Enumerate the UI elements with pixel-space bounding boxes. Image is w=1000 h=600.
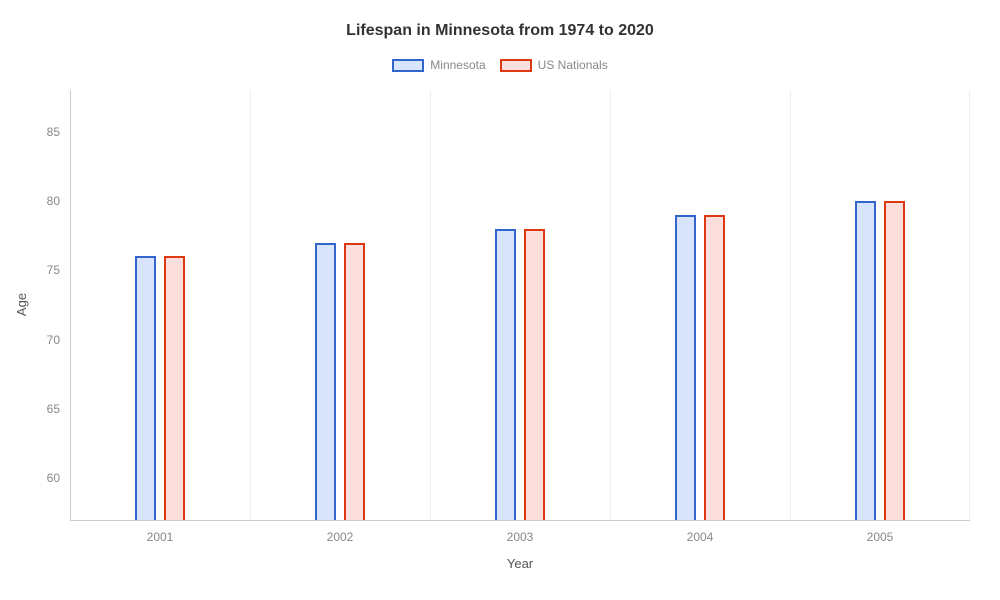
x-axis-title: Year — [70, 556, 970, 571]
bar — [884, 201, 906, 520]
legend-label-us-nationals: US Nationals — [538, 58, 608, 72]
grid-line — [790, 90, 791, 520]
legend-label-minnesota: Minnesota — [430, 58, 485, 72]
y-tick-label: 85 — [20, 125, 60, 139]
y-tick-label: 75 — [20, 263, 60, 277]
bar — [855, 201, 877, 520]
x-tick-label: 2004 — [687, 530, 714, 544]
chart-container: Lifespan in Minnesota from 1974 to 2020 … — [0, 0, 1000, 600]
grid-line — [610, 90, 611, 520]
bar — [495, 229, 517, 520]
legend-swatch-us-nationals — [500, 59, 532, 72]
x-tick-label: 2005 — [867, 530, 894, 544]
y-axis-line — [70, 90, 71, 520]
bar — [524, 229, 546, 520]
plot-area — [70, 90, 970, 520]
bar — [315, 243, 337, 520]
x-tick-label: 2001 — [147, 530, 174, 544]
grid-line — [430, 90, 431, 520]
y-tick-label: 65 — [20, 402, 60, 416]
legend-item-minnesota: Minnesota — [392, 58, 485, 72]
grid-line — [250, 90, 251, 520]
y-tick-label: 70 — [20, 333, 60, 347]
x-tick-label: 2003 — [507, 530, 534, 544]
legend-swatch-minnesota — [392, 59, 424, 72]
grid-line — [969, 90, 970, 520]
bar — [344, 243, 366, 520]
bar — [135, 256, 157, 520]
bar — [164, 256, 186, 520]
y-tick-label: 80 — [20, 194, 60, 208]
x-axis-line — [70, 520, 970, 521]
y-axis-title: Age — [14, 293, 29, 316]
bar — [675, 215, 697, 520]
legend: Minnesota US Nationals — [0, 58, 1000, 72]
bar — [704, 215, 726, 520]
x-tick-label: 2002 — [327, 530, 354, 544]
legend-item-us-nationals: US Nationals — [500, 58, 608, 72]
y-tick-label: 60 — [20, 471, 60, 485]
chart-title: Lifespan in Minnesota from 1974 to 2020 — [0, 22, 1000, 40]
